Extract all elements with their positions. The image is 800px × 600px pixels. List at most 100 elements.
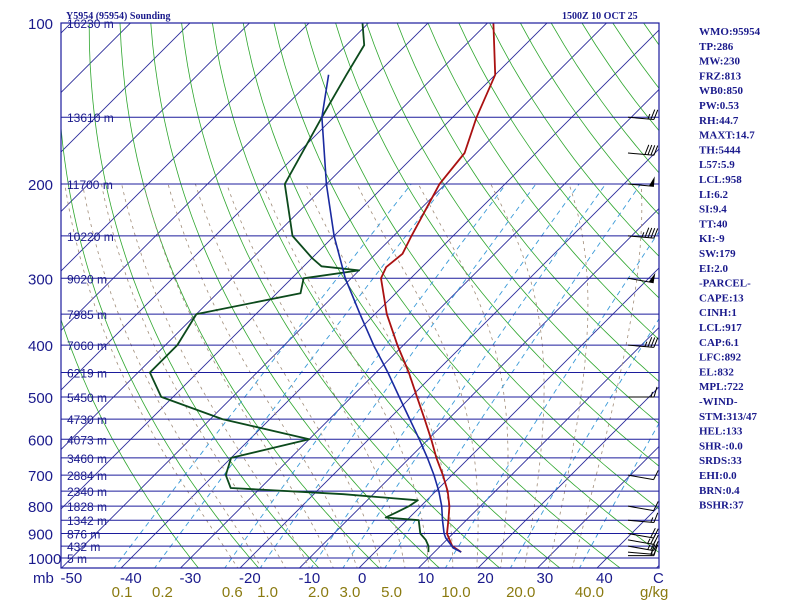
- isotherm-line: [358, 267, 659, 568]
- dry-adiabat-line: [520, 23, 659, 216]
- wind-barb-flag: [650, 228, 656, 239]
- wind-barb: [627, 109, 659, 120]
- wind-barb-flag: [653, 228, 659, 239]
- moist-adiabat-line: [121, 184, 310, 568]
- moist-adiabat-line: [356, 183, 479, 568]
- index-line: TT:40: [699, 218, 728, 230]
- wind-barb-pennant: [648, 272, 656, 283]
- wind-barb-staff: [627, 519, 654, 524]
- height-label: 16230 m: [67, 17, 114, 31]
- background-lines: [61, 23, 659, 568]
- mixing-ratio-tick-label: 2.0: [308, 584, 329, 600]
- index-line: CAPE:13: [699, 292, 744, 304]
- temperature-unit-label: C: [653, 570, 664, 587]
- wind-barb-staff: [627, 505, 654, 512]
- mixing-ratio-line: [113, 183, 412, 568]
- index-line: -WIND-: [699, 396, 738, 408]
- dry-adiabat-line: [550, 23, 659, 174]
- dry-adiabat-line: [489, 23, 659, 257]
- wind-barb-flag: [653, 541, 659, 551]
- wind-barb-flag: [650, 527, 656, 538]
- wind-barb-half-flag: [644, 341, 648, 347]
- wind-barb-staff: [627, 183, 654, 187]
- moist-adiabat-line: [167, 183, 358, 568]
- index-line: LI:6.2: [699, 189, 729, 201]
- pressure-tick-label: 500: [28, 390, 53, 407]
- dry-adiabat-line: [458, 23, 659, 299]
- index-line: TH:5444: [699, 144, 741, 156]
- wind-barb-flag: [653, 528, 659, 539]
- height-label: 4073 m: [67, 433, 107, 447]
- index-line: TP:286: [699, 41, 734, 53]
- wind-barbs: [627, 109, 659, 557]
- wind-barb-staff: [627, 344, 654, 348]
- wind-barb: [627, 544, 659, 555]
- index-line: CINH:1: [699, 307, 737, 319]
- wind-barb: [628, 386, 658, 398]
- wind-barb-flag: [653, 470, 659, 480]
- moist-adiabat-line: [547, 183, 589, 568]
- moist-adiabat-line: [305, 183, 454, 568]
- height-label: 432 m: [67, 540, 100, 554]
- index-line: LCL:917: [699, 322, 742, 334]
- wind-barb-half-flag: [641, 232, 645, 238]
- height-label: 9020 m: [67, 272, 107, 286]
- wind-barb-half-flag: [647, 544, 651, 550]
- mixing-ratio-line: [259, 183, 537, 568]
- dry-adiabat-line: [396, 23, 659, 382]
- mixing-ratio-line: [578, 422, 659, 568]
- wind-barb-flag: [647, 336, 653, 348]
- index-line: SHR-:0.0: [699, 440, 743, 452]
- wind-barb-half-flag: [647, 113, 651, 120]
- mixing-ratio-unit-label: g/kg: [640, 584, 668, 600]
- dewpoint-profile: [148, 23, 430, 553]
- wind-barb-flag: [647, 144, 653, 155]
- isotherm-line: [61, 23, 251, 213]
- moist-adiabat-line: [490, 183, 545, 568]
- isotherm-line: [120, 29, 659, 568]
- temperature-tick-label: -30: [180, 570, 202, 587]
- wind-barb: [627, 527, 659, 539]
- wind-barb-flag: [653, 386, 658, 398]
- index-line: SI:9.4: [699, 204, 727, 216]
- isotherm-line: [61, 23, 489, 451]
- moist-adiabat-line: [417, 183, 509, 568]
- temperature-tick-label: 20: [477, 570, 494, 587]
- index-line: LFC:892: [699, 352, 742, 364]
- isotherm-line: [536, 445, 659, 568]
- pressure-tick-label: 900: [28, 527, 53, 544]
- moist-adiabat-line: [195, 183, 382, 568]
- mixing-ratio-tick-label: 0.2: [152, 584, 173, 600]
- height-label: 13610 m: [67, 111, 114, 125]
- wind-barb: [627, 501, 659, 512]
- pressure-tick-label: 1000: [28, 551, 61, 568]
- isotherm-line: [179, 88, 659, 568]
- height-label: 876 m: [67, 528, 100, 542]
- pressure-tick-label: 700: [28, 468, 53, 485]
- wind-barb: [627, 176, 655, 187]
- temperature-tick-label: -20: [239, 570, 261, 587]
- mixing-ratio-line: [509, 318, 659, 568]
- index-line: EI:2.0: [699, 263, 729, 275]
- wind-barb: [627, 272, 656, 284]
- wind-barb-flag: [644, 227, 650, 238]
- wind-barb-staff: [627, 235, 654, 239]
- isotherm-line: [61, 23, 370, 332]
- isotherm-line: [61, 23, 608, 568]
- moist-adiabat-line: [101, 184, 287, 568]
- pressure-tick-label: 800: [28, 499, 53, 516]
- wind-barb-staff: [627, 545, 654, 552]
- mixing-ratio-line: [444, 231, 659, 568]
- isotherm-line: [61, 23, 548, 510]
- index-line: KI:-9: [699, 233, 725, 245]
- height-label: 1342 m: [67, 514, 107, 528]
- wind-barb-flag: [647, 227, 653, 238]
- dry-adiabat-line: [304, 23, 659, 510]
- index-line: BRN:0.4: [699, 485, 740, 497]
- dry-adiabat-line: [150, 23, 440, 568]
- mixing-ratio-tick-label: 1.0: [257, 584, 278, 600]
- wind-barb-flag: [653, 337, 659, 348]
- moist-adiabat-line: [82, 184, 263, 568]
- moist-adiabat-line: [143, 183, 334, 568]
